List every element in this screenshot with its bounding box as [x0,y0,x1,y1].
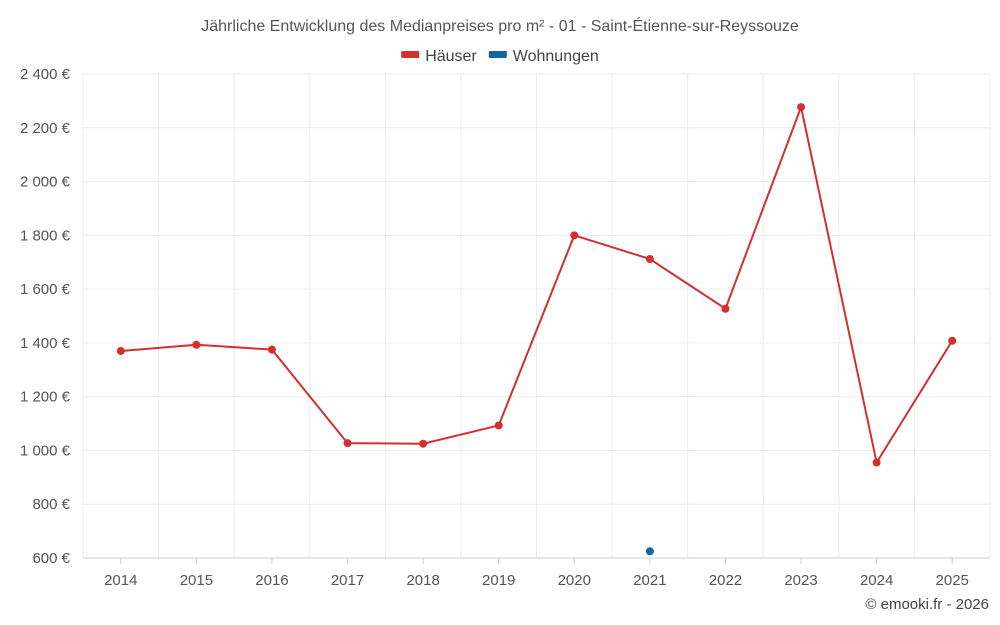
y-tick-label: 1 800 € [20,227,71,244]
x-tick-label: 2025 [936,572,969,589]
data-point[interactable] [872,458,881,467]
y-tick-label: 600 € [32,550,70,567]
data-point[interactable] [267,345,276,354]
x-tick-label: 2016 [255,572,288,589]
data-point[interactable] [645,547,654,556]
x-tick-label: 2019 [482,572,515,589]
x-axis: 2014 2015 2016 2017 2018 2019 2020 2021 2022 2023… [83,557,990,589]
x-tick-label: 2022 [709,572,742,589]
legend-label: Häuser [425,48,477,65]
data-point[interactable] [192,340,201,349]
grid [82,73,991,559]
data-point[interactable] [948,336,957,345]
x-tick-label: 2015 [180,572,213,589]
y-tick-label: 800 € [32,496,70,513]
series [116,103,957,556]
credit-text: © emooki.fr - 2026 [865,596,989,613]
legend-item[interactable]: Wohnungen [488,48,599,65]
x-tick-label: 2023 [784,572,817,589]
data-point[interactable] [570,231,579,240]
legend-item[interactable]: Häuser [401,48,477,65]
data-point[interactable] [494,421,503,430]
x-tick-label: 2024 [860,572,893,589]
x-tick-label: 2014 [104,572,137,589]
x-tick-label: 2018 [406,572,439,589]
y-tick-label: 1 400 € [20,335,71,352]
y-tick-label: 2 000 € [20,174,71,191]
legend-label: Wohnungen [513,48,599,65]
series-1 [645,547,654,556]
y-tick-label: 1 200 € [20,389,71,406]
y-tick-label: 2 200 € [20,120,71,137]
chart-title: Jährliche Entwicklung des Medianpreises … [201,16,799,35]
y-tick-label: 2 400 € [20,66,71,83]
series-0 [116,103,957,467]
series-line [120,103,954,466]
data-point[interactable] [645,254,654,263]
data-point[interactable] [419,439,428,448]
data-point[interactable] [343,439,352,448]
x-tick-label: 2021 [633,572,666,589]
y-tick-label: 1 600 € [20,281,71,298]
x-tick-label: 2020 [558,572,591,589]
y-tick-label: 1 000 € [20,442,71,459]
legend: Häuser Wohnungen [401,48,599,65]
data-point[interactable] [797,103,806,112]
x-tick-label: 2017 [331,572,364,589]
data-point[interactable] [721,304,730,313]
y-axis: 600 € 800 € 1 000 € 1 200 € 1 400 € 1 600 € 1 … [20,66,71,567]
legend-swatch [488,51,507,58]
data-point[interactable] [116,346,125,355]
legend-swatch [401,51,420,58]
